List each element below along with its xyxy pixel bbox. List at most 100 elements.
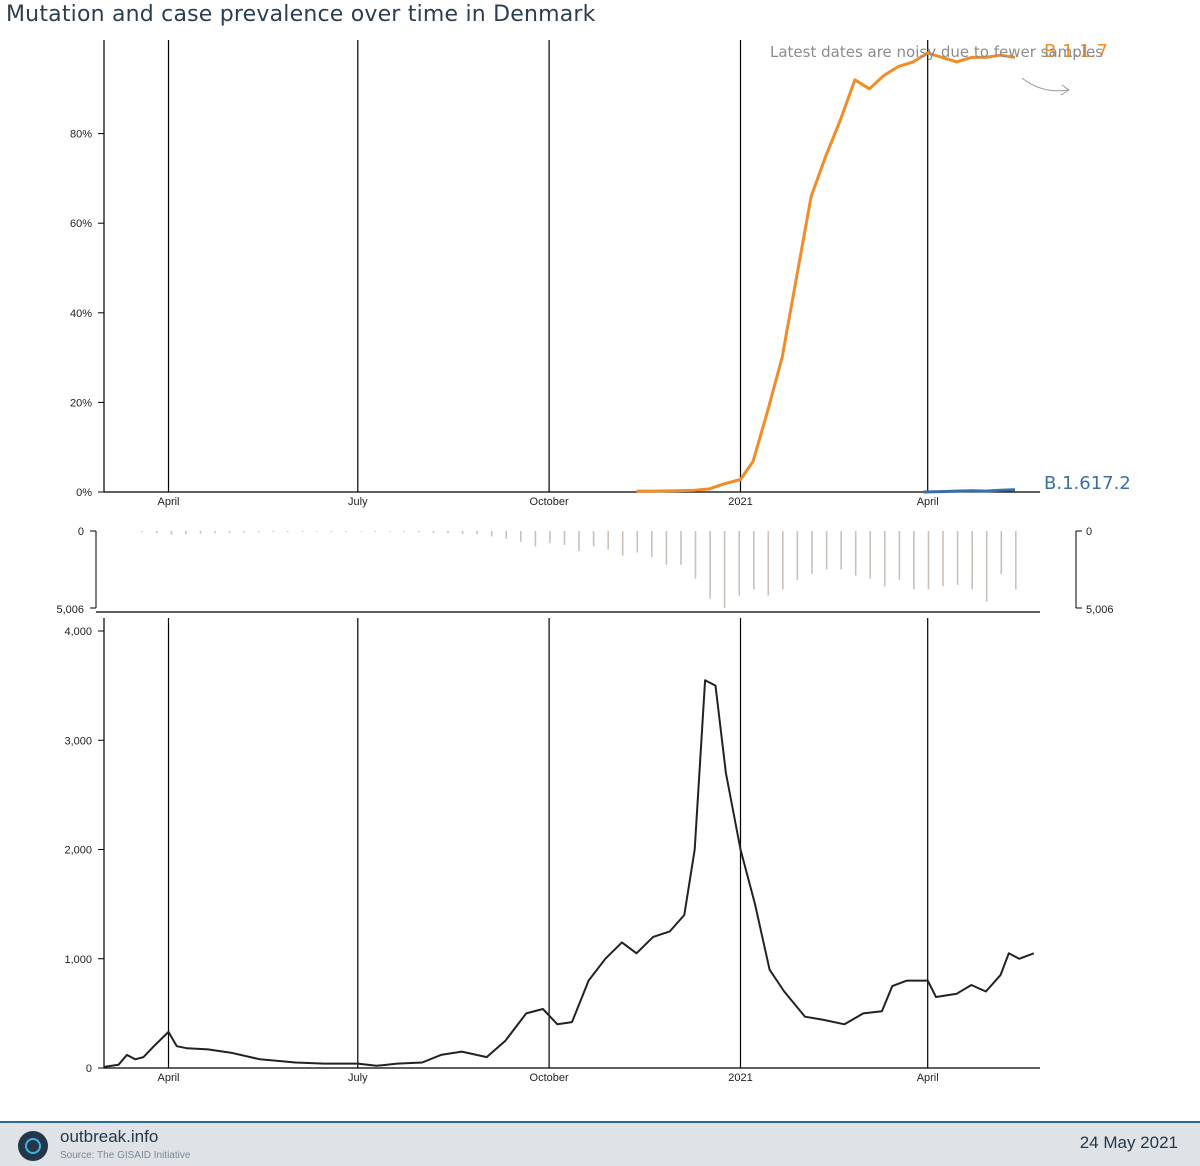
- top-y-tick-4: 80%: [70, 129, 92, 141]
- bottom-x-tick-4: April: [917, 1072, 939, 1084]
- samples-panel: 0 5,006 0 5,006: [56, 526, 1113, 616]
- sample-bar-14: [345, 531, 347, 532]
- sample-bar-29: [563, 531, 566, 545]
- sample-bar-60: [1015, 531, 1017, 590]
- mid-tick-max-left: 5,006: [56, 604, 84, 616]
- sample-bar-28: [549, 531, 551, 544]
- sample-bar-58: [985, 531, 988, 602]
- sample-bar-7: [243, 531, 245, 533]
- sample-bar-43: [767, 531, 770, 596]
- sample-bar-55: [942, 531, 944, 587]
- bottom-x-tick-1: July: [348, 1072, 368, 1084]
- sample-bar-10: [287, 531, 289, 532]
- sample-bar-44: [782, 531, 784, 590]
- noise-annotation: Latest dates are noisy due to fewer samp…: [770, 43, 1103, 61]
- bottom-y-tick-1: 1,000: [64, 954, 92, 966]
- bottom-y-tick-2: 2,000: [64, 845, 92, 857]
- bottom-y-tick-4: 4,000: [64, 626, 92, 638]
- sample-bar-11: [301, 531, 304, 532]
- sample-bar-45: [796, 531, 799, 581]
- sample-bar-47: [825, 531, 828, 570]
- sample-bar-42: [753, 531, 755, 590]
- sample-bar-22: [461, 531, 464, 534]
- sample-bar-9: [272, 531, 275, 533]
- sample-bar-16: [374, 531, 376, 532]
- top-x-tick-1: July: [348, 496, 368, 508]
- daily-cases-panel: 0 1,000 2,000 3,000 4,000 April July October 20…: [64, 618, 1040, 1084]
- b117-series-line: [636, 51, 1016, 493]
- bottom-x-tick-3: 2021: [728, 1072, 752, 1084]
- sample-bar-0: [141, 531, 143, 533]
- top-y-tick-0: 0%: [76, 487, 92, 499]
- sample-bar-36: [665, 531, 668, 565]
- sample-bar-1: [156, 531, 158, 534]
- sample-bar-27: [534, 531, 537, 547]
- sample-bar-17: [389, 531, 391, 532]
- sample-bar-18: [403, 531, 406, 532]
- sample-bar-49: [854, 531, 857, 576]
- sample-bar-2: [170, 531, 173, 535]
- sample-bar-30: [578, 531, 580, 551]
- bottom-x-tick-0: April: [157, 1072, 179, 1084]
- sample-bar-46: [811, 531, 813, 575]
- top-y-tick-2: 40%: [70, 308, 92, 320]
- top-x-tick-2: October: [530, 496, 569, 508]
- sample-bar-35: [651, 531, 653, 558]
- sample-bar-37: [680, 531, 682, 565]
- sample-bar-20: [432, 531, 435, 533]
- sample-bar-33: [621, 531, 624, 556]
- cases-series-line: [103, 679, 1035, 1068]
- b1617-series-line: [923, 488, 1016, 494]
- sample-bar-59: [1000, 531, 1003, 575]
- footer-date: 24 May 2021: [1079, 1133, 1178, 1152]
- top-y-tick-3: 60%: [70, 218, 92, 230]
- brand-name[interactable]: outbreak.info: [60, 1127, 159, 1146]
- sample-bar-31: [592, 531, 595, 547]
- footer: outbreak.info Source: The GISAID Initiat…: [0, 1121, 1200, 1166]
- sample-bar-39: [709, 531, 711, 599]
- sample-bar-40: [723, 531, 726, 608]
- sample-bar-41: [738, 531, 740, 596]
- sample-bar-53: [913, 531, 915, 590]
- bottom-y-tick-0: 0: [86, 1063, 92, 1075]
- sample-bar-24: [490, 531, 493, 537]
- sample-bar-12: [316, 531, 318, 532]
- mid-tick-0-left: 0: [78, 526, 84, 538]
- mid-tick-0-right: 0: [1086, 526, 1092, 538]
- top-x-tick-0: April: [157, 496, 179, 508]
- mutation-prevalence-panel: 0% 20% 40% 60% 80% April July October 2021 April…: [70, 40, 1131, 508]
- source-credit: Source: The GISAID Initiative: [60, 1150, 191, 1161]
- sample-bar-3: [185, 531, 187, 535]
- sample-bar-13: [330, 531, 333, 532]
- annotation-arrowhead: [1060, 84, 1070, 96]
- sample-bar-34: [636, 531, 639, 553]
- sample-bar-5: [214, 531, 216, 534]
- sample-bar-56: [956, 531, 959, 585]
- sample-bar-51: [884, 531, 886, 587]
- sample-bar-48: [840, 531, 842, 570]
- top-x-tick-4: April: [917, 496, 939, 508]
- sample-bar-50: [869, 531, 871, 579]
- sample-bar-6: [228, 531, 231, 533]
- sample-bar-38: [694, 531, 697, 579]
- annotation-arrow: [1021, 77, 1069, 92]
- sample-bar-15: [359, 531, 362, 532]
- sample-bar-19: [418, 531, 420, 533]
- sample-bar-21: [447, 531, 449, 534]
- sample-bar-32: [607, 531, 609, 550]
- sample-bar-57: [971, 531, 973, 590]
- outbreak-logo-icon: [18, 1131, 48, 1161]
- sample-bar-8: [257, 531, 260, 533]
- top-x-tick-3: 2021: [728, 496, 752, 508]
- sample-bar-25: [505, 531, 507, 539]
- sample-bar-26: [520, 531, 522, 542]
- legend-b117: B.1.1.7: [1044, 41, 1108, 62]
- sample-bar-23: [476, 531, 478, 535]
- sample-bar-52: [898, 531, 901, 581]
- chart-canvas: 0% 20% 40% 60% 80% April July October 2021 April…: [56, 40, 1131, 1084]
- mid-tick-max-right: 5,006: [1086, 604, 1114, 616]
- bottom-x-tick-2: October: [530, 1072, 569, 1084]
- sample-bar-54: [927, 531, 930, 590]
- sample-bar-4: [199, 531, 202, 534]
- page-title: Mutation and case prevalence over time i…: [6, 2, 596, 27]
